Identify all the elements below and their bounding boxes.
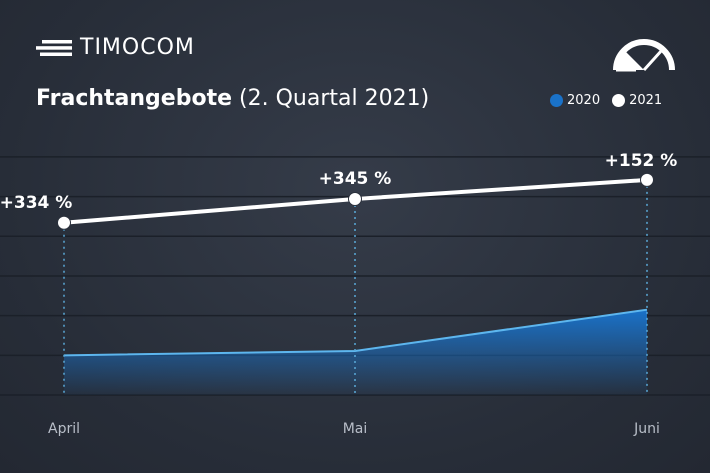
legend-item-2020: 2020 [550,93,600,108]
data-label-2021: +152 % [605,151,678,171]
data-label-2021: +345 % [319,169,392,189]
gauge-icon [613,39,675,72]
legend-label-2020: 2020 [567,93,601,108]
brand-logo: TIMOCOM [36,35,195,60]
point-2021 [57,215,71,230]
point-2021 [640,172,654,187]
brand-name: TIMOCOM [80,35,195,60]
legend-item-2021: 2021 [612,93,662,108]
chart-title: Frachtangebote (2. Quartal 2021) [36,86,429,111]
legend-swatch-2020 [550,94,563,107]
x-tick-label: Juni [633,421,660,437]
x-tick-label: April [48,421,80,437]
legend-label-2021: 2021 [629,93,663,108]
legend: 2020 2021 [550,93,662,108]
speed-lines-icon [36,39,72,56]
data-label-2021: +334 % [0,193,72,213]
chart-title-sub: (2. Quartal 2021) [239,86,430,111]
legend-swatch-2021 [612,94,626,107]
point-2021 [348,191,362,206]
chart-title-main: Frachtangebote [36,86,233,111]
x-tick-label: Mai [343,421,368,437]
